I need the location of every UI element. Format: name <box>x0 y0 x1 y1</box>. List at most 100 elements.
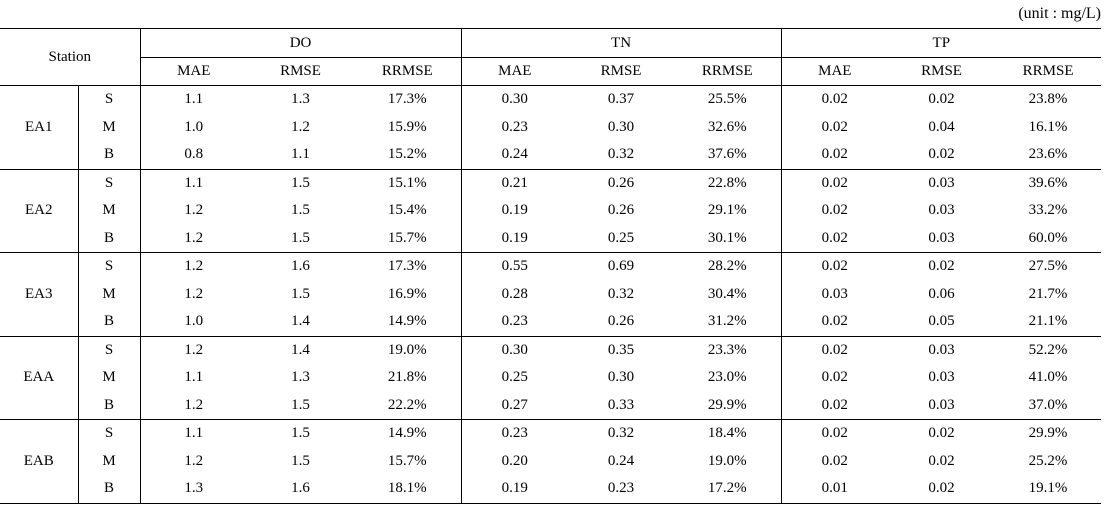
data-row: EA3 S 1.2 1.6 17.3% 0.55 0.69 28.2% 0.02 0.02 27.5… <box>0 252 1102 336</box>
header-row: Station DO TN TP <box>0 28 1102 86</box>
value-cell: 1.4 <box>291 313 310 330</box>
value-cell: 17.3% <box>354 85 462 114</box>
value-cell: 0.35 <box>568 335 675 364</box>
layer-cell: M <box>78 197 141 225</box>
station-cell: EAB <box>0 419 79 503</box>
layer-cell: M <box>78 280 141 308</box>
value-cell: 0.20 <box>501 452 528 469</box>
value-cell: 17.3% <box>354 252 462 281</box>
value-cell: 1.6 <box>247 252 355 281</box>
value-cell: 0.24 <box>501 146 528 163</box>
value-cell: 14.9% <box>354 419 462 448</box>
value-cell: 1.5 <box>247 168 355 197</box>
value-cell: 0.27 <box>501 396 528 413</box>
value-cell: 1.2 <box>184 452 204 469</box>
value-cell: 0.02 <box>821 229 848 246</box>
value-cell: 1.4 <box>247 335 355 364</box>
value-cell: 25.5% <box>674 85 782 114</box>
metric-header: RMSE <box>568 57 675 86</box>
value-cell: 0.21 <box>461 168 569 197</box>
value-cell: 0.06 <box>928 285 955 302</box>
metric-header: RRMSE <box>674 57 782 86</box>
value-cell: 0.02 <box>928 91 955 108</box>
value-cell: 0.26 <box>607 313 635 330</box>
data-row: B 1.3 1.6 18.1% 0.19 0.23 17.2% 0.01 0.02 19.1% <box>0 475 1101 503</box>
value-cell: 23.8% <box>1028 91 1068 108</box>
value-cell: 39.6% <box>995 168 1102 197</box>
value-cell: 0.32 <box>607 285 635 302</box>
value-cell: 1.1 <box>184 91 204 108</box>
value-cell: 27.5% <box>995 252 1102 281</box>
value-cell: 0.25 <box>501 369 528 386</box>
layer-cell: M <box>78 364 141 392</box>
value-cell: 19.0% <box>354 335 462 364</box>
value-cell: 22.2% <box>354 391 462 420</box>
value-cell: 0.28 <box>501 285 528 302</box>
value-cell: 31.2% <box>674 308 782 336</box>
value-cell: 29.9% <box>995 419 1102 448</box>
value-cell: 0.30 <box>607 369 635 386</box>
value-cell: 15.4% <box>354 197 462 225</box>
value-cell: 0.03 <box>928 369 955 386</box>
value-cell: 37.0% <box>1028 396 1068 413</box>
value-cell: 14.9% <box>354 308 462 336</box>
value-cell: 30.1% <box>674 224 782 253</box>
data-row: M 1.1 1.3 21.8% 0.25 0.30 23.0% 0.02 0.03 41.0% <box>0 364 1101 392</box>
value-cell: 1.2 <box>140 335 248 364</box>
value-cell: 21.1% <box>1028 313 1068 330</box>
layer-cell: M <box>78 447 141 475</box>
data-row: B 0.8 1.1 15.2% 0.24 0.32 37.6% 0.02 0.02 23.6% <box>0 141 1101 169</box>
value-cell: 19.0% <box>674 447 782 475</box>
value-cell: 1.2 <box>184 285 204 302</box>
value-cell: 1.1 <box>140 168 248 197</box>
data-row: M 1.2 1.5 16.9% 0.28 0.32 30.4% 0.03 0.06 21.7% <box>0 280 1101 308</box>
layer-cell: B <box>78 224 141 253</box>
value-cell: 0.02 <box>781 335 889 364</box>
value-cell: 1.5 <box>291 285 310 302</box>
value-cell: 0.02 <box>928 452 955 469</box>
value-cell: 21.8% <box>354 364 462 392</box>
layer-cell: B <box>78 141 141 169</box>
value-cell: 0.02 <box>821 91 848 108</box>
value-cell: 0.02 <box>781 419 889 448</box>
value-cell: 1.1 <box>184 369 204 386</box>
value-cell: 15.1% <box>354 168 462 197</box>
value-cell: 0.24 <box>607 452 635 469</box>
value-cell: 0.04 <box>928 118 955 135</box>
value-cell: 0.25 <box>607 229 635 246</box>
value-cell: 1.5 <box>247 419 355 448</box>
layer-cell: S <box>78 85 141 114</box>
layer-cell: S <box>78 419 141 448</box>
value-cell: 0.02 <box>888 419 996 448</box>
value-cell: 0.02 <box>821 369 848 386</box>
value-cell: 23.3% <box>674 335 782 364</box>
value-cell: 37.6% <box>674 141 782 169</box>
value-cell: 0.03 <box>888 168 996 197</box>
value-cell: 0.32 <box>568 419 675 448</box>
data-row: EA1 S 1.1 1.3 17.3% 0.30 0.37 25.5% 0.02 0.02 23.8… <box>0 85 1101 169</box>
value-cell: 16.9% <box>354 280 462 308</box>
value-cell: 22.8% <box>674 168 782 197</box>
unit-note: (unit : mg/L) <box>1018 5 1101 22</box>
value-cell: 0.03 <box>928 396 955 413</box>
group-header: TN <box>461 28 782 58</box>
value-cell: 0.02 <box>781 168 889 197</box>
value-cell: 0.30 <box>501 91 528 108</box>
group-header: DO <box>140 28 462 58</box>
value-cell: 0.55 <box>461 252 569 281</box>
value-cell: 18.4% <box>674 419 782 448</box>
metric-header: RMSE <box>247 57 355 86</box>
value-cell: 0.23 <box>501 313 528 330</box>
station-cell: EA3 <box>0 252 79 336</box>
value-cell: 0.02 <box>821 313 848 330</box>
value-cell: 0.30 <box>461 335 569 364</box>
value-cell: 52.2% <box>995 335 1102 364</box>
value-cell: 0.02 <box>821 396 848 413</box>
value-cell: 0.02 <box>888 252 996 281</box>
value-cell: 0.37 <box>607 91 635 108</box>
value-cell: 1.3 <box>184 480 204 497</box>
value-cell: 1.5 <box>291 452 310 469</box>
layer-cell: M <box>78 113 141 141</box>
value-cell: 0.03 <box>928 229 955 246</box>
group-header: TP <box>781 28 1102 58</box>
